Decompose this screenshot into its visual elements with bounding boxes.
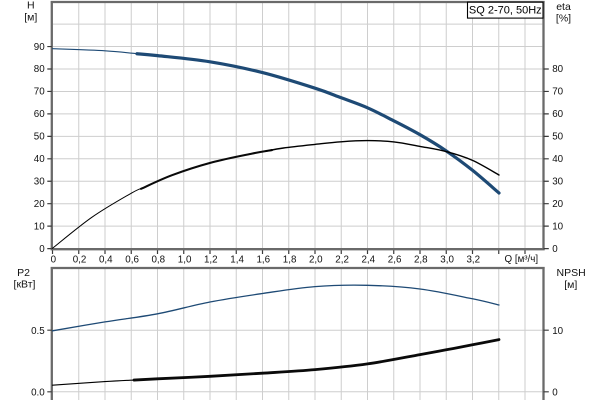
svg-text:NPSH: NPSH [557, 267, 586, 279]
svg-text:20: 20 [552, 199, 563, 210]
svg-text:30: 30 [552, 176, 563, 187]
svg-text:40: 40 [552, 154, 563, 165]
svg-text:1,8: 1,8 [283, 254, 297, 265]
svg-text:80: 80 [552, 64, 563, 75]
svg-text:70: 70 [34, 87, 45, 98]
svg-text:2,4: 2,4 [361, 254, 375, 265]
svg-text:0: 0 [552, 244, 558, 255]
svg-text:2,2: 2,2 [335, 254, 349, 265]
svg-text:40: 40 [34, 154, 45, 165]
svg-text:80: 80 [34, 64, 45, 75]
svg-text:1,0: 1,0 [178, 254, 192, 265]
svg-text:[м]: [м] [24, 12, 37, 24]
svg-text:2,8: 2,8 [414, 254, 428, 265]
svg-text:2,0: 2,0 [309, 254, 323, 265]
svg-text:P2: P2 [17, 267, 30, 279]
svg-text:1,2: 1,2 [204, 254, 218, 265]
svg-text:0,2: 0,2 [73, 254, 87, 265]
svg-text:90: 90 [34, 42, 45, 53]
svg-text:0,4: 0,4 [99, 254, 113, 265]
svg-text:[кВт]: [кВт] [14, 279, 36, 291]
svg-text:60: 60 [552, 109, 563, 120]
svg-text:eta: eta [556, 1, 571, 13]
svg-text:1,6: 1,6 [256, 254, 270, 265]
svg-text:30: 30 [34, 176, 45, 187]
svg-text:2,6: 2,6 [388, 254, 402, 265]
svg-text:SQ 2-70, 50Hz: SQ 2-70, 50Hz [469, 4, 542, 16]
svg-text:10: 10 [552, 221, 563, 232]
svg-text:1,4: 1,4 [230, 254, 244, 265]
svg-text:Q [м³/ч]: Q [м³/ч] [505, 254, 539, 265]
svg-text:0,8: 0,8 [151, 254, 165, 265]
svg-text:10: 10 [552, 326, 563, 337]
svg-text:0.5: 0.5 [31, 326, 45, 337]
svg-text:60: 60 [34, 109, 45, 120]
svg-text:50: 50 [552, 132, 563, 143]
svg-text:0: 0 [39, 244, 45, 255]
svg-text:0,6: 0,6 [125, 254, 139, 265]
svg-text:0.0: 0.0 [31, 388, 45, 399]
svg-text:70: 70 [552, 87, 563, 98]
svg-text:H: H [27, 0, 35, 12]
svg-text:3,2: 3,2 [466, 254, 480, 265]
svg-text:0: 0 [51, 254, 57, 265]
svg-text:[%]: [%] [556, 13, 571, 25]
svg-text:0: 0 [552, 388, 558, 399]
svg-text:20: 20 [34, 199, 45, 210]
svg-text:50: 50 [34, 132, 45, 143]
svg-text:3,0: 3,0 [440, 254, 454, 265]
svg-text:10: 10 [34, 221, 45, 232]
svg-text:[м]: [м] [564, 279, 577, 291]
